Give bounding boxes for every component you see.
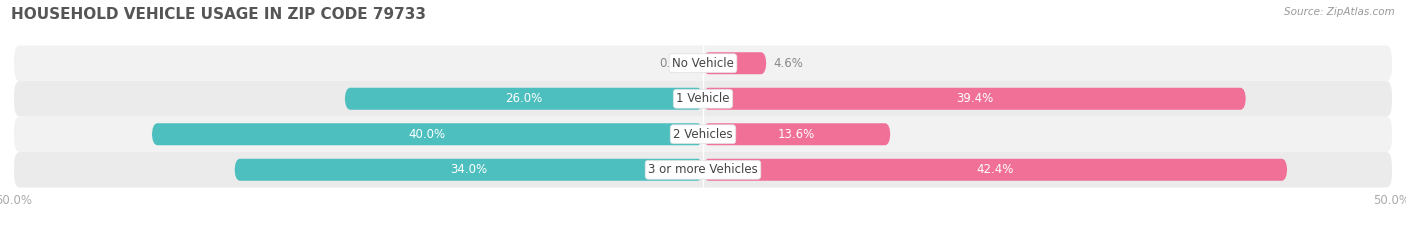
- Text: 42.4%: 42.4%: [976, 163, 1014, 176]
- Text: 3 or more Vehicles: 3 or more Vehicles: [648, 163, 758, 176]
- Text: 4.6%: 4.6%: [773, 57, 803, 70]
- FancyBboxPatch shape: [152, 123, 703, 145]
- Text: No Vehicle: No Vehicle: [672, 57, 734, 70]
- FancyBboxPatch shape: [235, 159, 703, 181]
- FancyBboxPatch shape: [344, 88, 703, 110]
- Text: 26.0%: 26.0%: [505, 92, 543, 105]
- FancyBboxPatch shape: [703, 159, 1288, 181]
- Text: 1 Vehicle: 1 Vehicle: [676, 92, 730, 105]
- FancyBboxPatch shape: [703, 52, 766, 74]
- Text: 34.0%: 34.0%: [450, 163, 488, 176]
- FancyBboxPatch shape: [703, 123, 890, 145]
- FancyBboxPatch shape: [14, 116, 1392, 152]
- Text: 39.4%: 39.4%: [956, 92, 993, 105]
- Text: 2 Vehicles: 2 Vehicles: [673, 128, 733, 141]
- Text: 0.0%: 0.0%: [659, 57, 689, 70]
- Text: Source: ZipAtlas.com: Source: ZipAtlas.com: [1284, 7, 1395, 17]
- FancyBboxPatch shape: [14, 152, 1392, 188]
- FancyBboxPatch shape: [703, 88, 1246, 110]
- FancyBboxPatch shape: [14, 45, 1392, 81]
- FancyBboxPatch shape: [14, 81, 1392, 116]
- Text: HOUSEHOLD VEHICLE USAGE IN ZIP CODE 79733: HOUSEHOLD VEHICLE USAGE IN ZIP CODE 7973…: [11, 7, 426, 22]
- Text: 40.0%: 40.0%: [409, 128, 446, 141]
- Text: 13.6%: 13.6%: [778, 128, 815, 141]
